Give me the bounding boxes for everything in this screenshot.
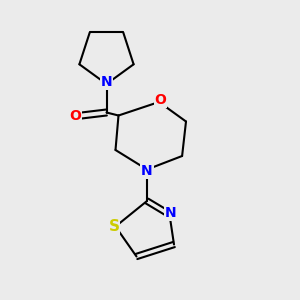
Text: N: N <box>141 164 153 178</box>
Text: S: S <box>109 219 119 234</box>
Text: O: O <box>69 109 81 123</box>
Text: N: N <box>101 76 112 89</box>
Text: N: N <box>165 206 177 220</box>
Text: O: O <box>154 94 166 107</box>
